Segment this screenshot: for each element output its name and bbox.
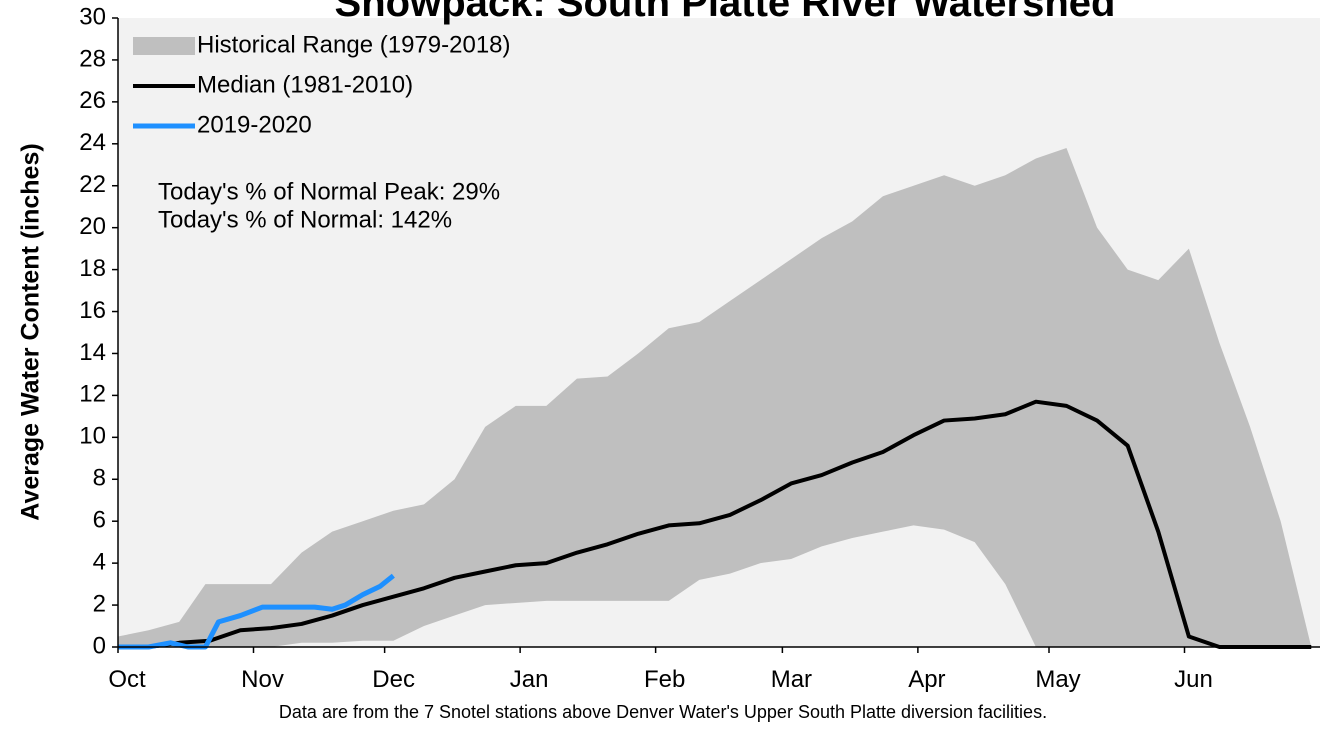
series-line xyxy=(118,399,1312,649)
y-tick-label: 30 xyxy=(79,3,106,30)
legend-swatch xyxy=(133,37,195,55)
y-tick-label: 12 xyxy=(79,381,106,408)
footnote: Data are from the 7 Snotel stations abov… xyxy=(279,702,1047,722)
annotation: Today's % of Normal Peak: 29% xyxy=(158,178,500,205)
y-axis-label: Average Water Content (inches) xyxy=(17,143,45,520)
x-tick-label: Mar xyxy=(771,666,812,693)
y-tick-label: 2 xyxy=(93,590,106,617)
x-tick-label: May xyxy=(1035,666,1080,693)
y-tick-label: 10 xyxy=(79,423,106,450)
x-tick-label: Oct xyxy=(108,666,146,693)
x-tick-label: Apr xyxy=(908,666,945,693)
y-tick-label: 14 xyxy=(79,339,106,366)
series-line xyxy=(118,573,395,650)
y-tick-label: 20 xyxy=(79,213,106,240)
y-tick-label: 24 xyxy=(79,129,106,156)
range-lower xyxy=(118,525,1312,647)
x-tick-label: Nov xyxy=(241,666,284,693)
y-tick-label: 8 xyxy=(93,465,106,492)
x-tick-label: Feb xyxy=(644,666,685,693)
y-tick-label: 18 xyxy=(79,255,106,282)
legend-label: Median (1981-2010) xyxy=(197,71,413,98)
y-tick-label: 0 xyxy=(93,632,106,659)
legend-label: 2019-2020 xyxy=(197,111,312,138)
y-tick-label: 4 xyxy=(93,548,106,575)
annotation: Today's % of Normal: 142% xyxy=(158,206,452,233)
y-tick-label: 26 xyxy=(79,87,106,114)
x-tick-label: Jun xyxy=(1174,666,1213,693)
chart-title: Snowpack: South Platte River Watershed xyxy=(335,0,1116,25)
y-tick-label: 28 xyxy=(79,45,106,72)
y-tick-label: 16 xyxy=(79,297,106,324)
y-tick-label: 22 xyxy=(79,171,106,198)
x-tick-label: Dec xyxy=(372,666,415,693)
legend-label: Historical Range (1979-2018) xyxy=(197,31,511,58)
range-area xyxy=(118,147,1312,647)
y-tick-label: 6 xyxy=(93,507,106,534)
x-tick-label: Jan xyxy=(510,666,549,693)
